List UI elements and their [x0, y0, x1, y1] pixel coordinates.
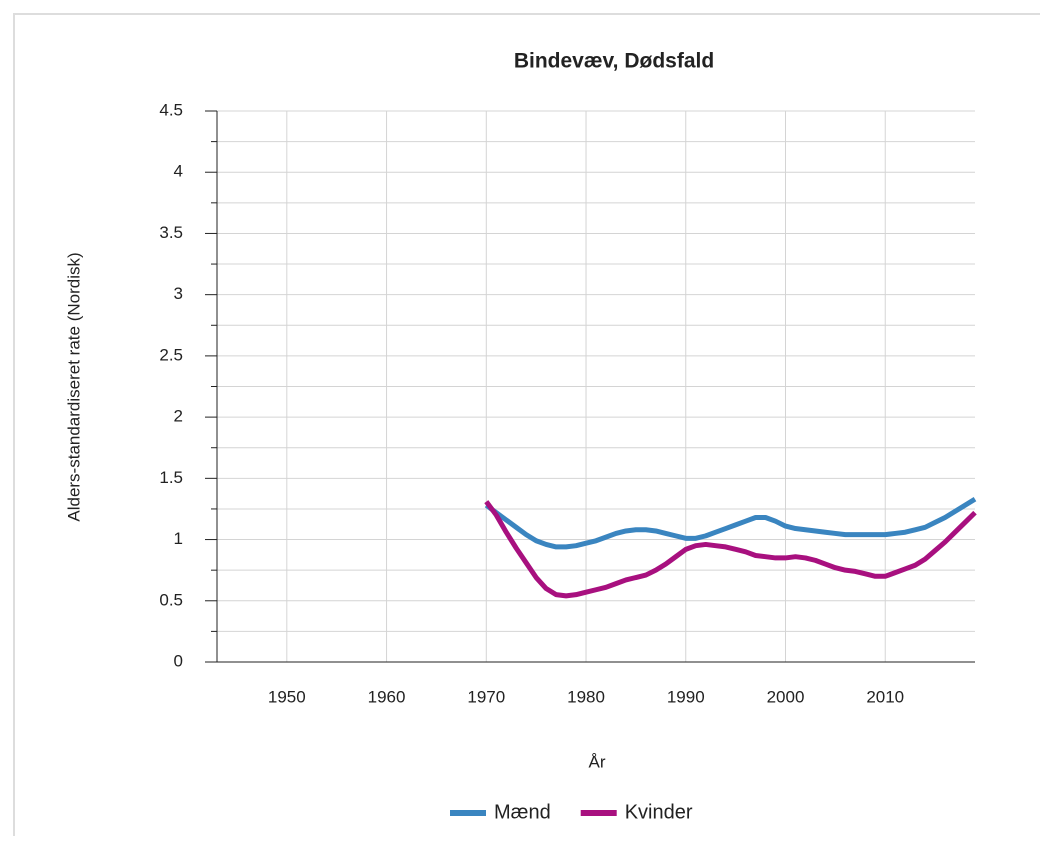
x-tick-label: 1950: [268, 687, 306, 706]
y-tick-label: 4.5: [159, 100, 183, 119]
x-axis-label: År: [589, 752, 606, 771]
chart-title: Bindevæv, Dødsfald: [514, 50, 714, 73]
y-tick-label: 0.5: [159, 590, 183, 609]
y-tick-label: 3: [174, 284, 183, 303]
x-tick-label: 2010: [866, 687, 904, 706]
x-tick-label: 1960: [368, 687, 406, 706]
x-tick-label: 1980: [567, 687, 605, 706]
x-tick-label: 2000: [767, 687, 805, 706]
frame: [13, 13, 1040, 841]
line-series: [484, 497, 977, 550]
y-axis-label: Alders-standardiseret rate (Nordisk): [64, 252, 83, 521]
y-tick-label: 1.5: [159, 468, 183, 487]
x-tick-label: 1990: [667, 687, 705, 706]
y-tick-label: 0: [174, 651, 183, 670]
legend-label: Kvinder: [625, 801, 693, 823]
y-tick-label: 2.5: [159, 345, 183, 364]
y-tick-label: 4: [174, 162, 183, 181]
line-series: [484, 500, 977, 599]
x-tick-label: 1970: [467, 687, 505, 706]
y-tick-label: 3.5: [159, 223, 183, 242]
legend-label: Mænd: [494, 801, 551, 823]
y-tick-label: 1: [174, 529, 183, 548]
y-tick-label: 2: [174, 407, 183, 426]
